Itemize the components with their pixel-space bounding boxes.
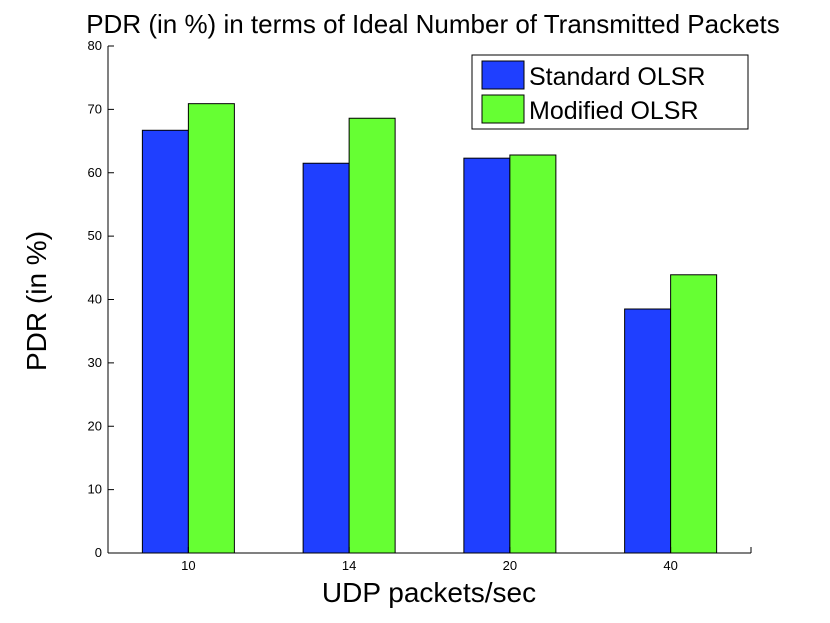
bar-modified-olsr-40 bbox=[670, 274, 718, 554]
y-tick-label-60: 60 bbox=[88, 165, 102, 180]
bar-standard-olsr-14 bbox=[302, 162, 350, 554]
x-tick-label-20: 20 bbox=[503, 558, 517, 573]
y-axis-label: PDR (in %) bbox=[21, 231, 52, 371]
x-tick-label-10: 10 bbox=[181, 558, 195, 573]
axes-group: 0 10 20 30 40 50 60 70 80 10 14 20 40 bbox=[88, 38, 752, 573]
bar-modified-olsr-10 bbox=[187, 103, 235, 554]
bars-group bbox=[141, 103, 718, 554]
legend-swatch-modified-olsr bbox=[481, 94, 525, 124]
legend: Standard OLSR Modified OLSR bbox=[471, 54, 749, 130]
bar-modified-olsr-14 bbox=[348, 117, 396, 554]
bar-standard-olsr-40 bbox=[624, 308, 672, 554]
legend-label-modified-olsr: Modified OLSR bbox=[529, 97, 699, 125]
y-tick-label-20: 20 bbox=[88, 418, 102, 433]
y-tick-label-30: 30 bbox=[88, 355, 102, 370]
legend-label-standard-olsr: Standard OLSR bbox=[529, 63, 706, 91]
y-tick-label-10: 10 bbox=[88, 482, 102, 497]
x-axis-label: UDP packets/sec bbox=[322, 577, 536, 608]
y-tick-label-70: 70 bbox=[88, 101, 102, 116]
x-tick-label-14: 14 bbox=[342, 558, 356, 573]
legend-swatch-standard-olsr bbox=[481, 60, 525, 90]
y-tick-label-80: 80 bbox=[88, 38, 102, 53]
y-tick-label-0: 0 bbox=[95, 545, 102, 560]
y-tick-label-50: 50 bbox=[88, 228, 102, 243]
bar-modified-olsr-20 bbox=[509, 154, 557, 554]
chart-title: PDR (in %) in terms of Ideal Number of T… bbox=[86, 9, 780, 39]
x-tick-label-40: 40 bbox=[663, 558, 677, 573]
y-tick-label-40: 40 bbox=[88, 292, 102, 307]
bar-standard-olsr-10 bbox=[141, 129, 189, 554]
bar-standard-olsr-20 bbox=[463, 157, 511, 554]
